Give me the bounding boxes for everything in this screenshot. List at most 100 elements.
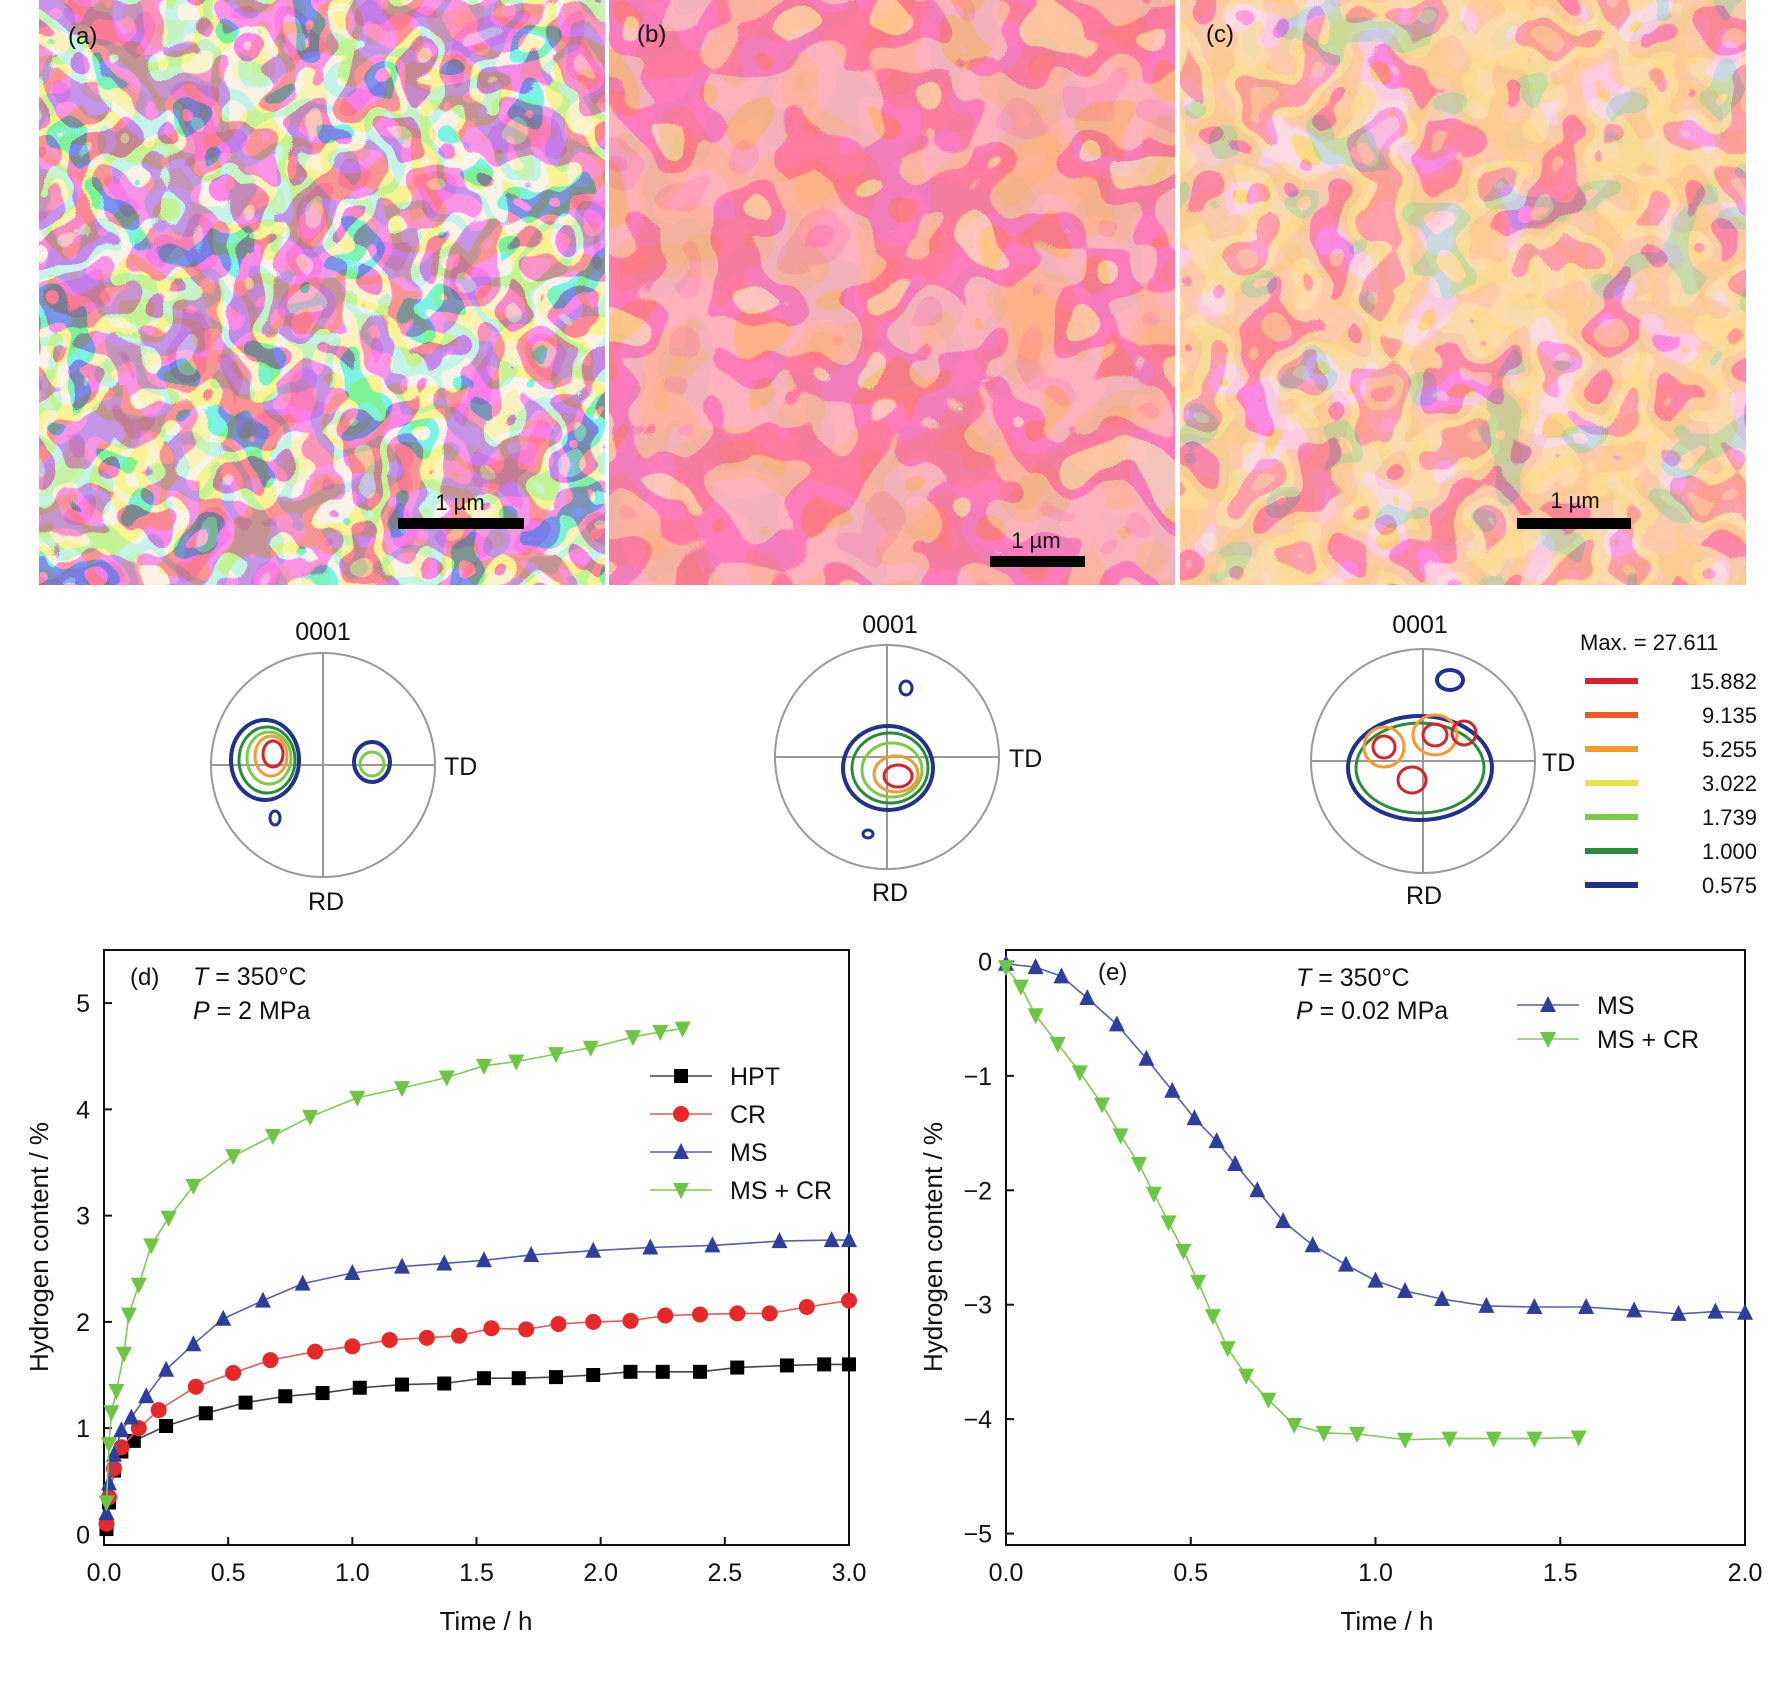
data-point: [113, 1421, 130, 1438]
data-point: [1570, 1430, 1587, 1447]
data-point: [123, 1408, 140, 1425]
data-point: [623, 1364, 638, 1379]
data-point: [98, 1504, 115, 1521]
chart-e-annotation-temperature: T = 350°C: [1296, 964, 1410, 992]
data-point: [842, 1357, 856, 1372]
contour-legend: Max. = 27.611 15.882 9.135 5.255 3.022 1.739…: [1580, 630, 1757, 898]
data-point: [143, 1238, 160, 1255]
data-point: [115, 1346, 132, 1363]
pole-figure-top-label: 0001: [1392, 611, 1448, 639]
contour-legend-value: 1.739: [1702, 805, 1757, 830]
chart-e-panel-tag: (e): [1098, 959, 1127, 986]
data-point: [344, 1338, 361, 1355]
chart-e-series: [998, 954, 1753, 1449]
chart-d-series: [98, 1021, 857, 1537]
data-point: [508, 1054, 525, 1071]
data-point: [254, 1291, 271, 1308]
y-tick-label: −5: [963, 1521, 992, 1549]
data-point: [550, 1316, 567, 1332]
y-tick-label: −3: [963, 1292, 992, 1320]
data-point: [381, 1331, 398, 1348]
data-point: [642, 1238, 659, 1255]
data-point: [100, 1474, 117, 1491]
x-tick-label: 0.0: [87, 1559, 122, 1587]
data-point: [1175, 1243, 1192, 1260]
data-point: [451, 1327, 468, 1344]
ebsd-panel-c: (c) 1 µm: [1180, 0, 1746, 585]
data-point: [1485, 1431, 1502, 1448]
data-point: [349, 1090, 366, 1107]
chart-d-panel-tag: (d): [130, 964, 159, 991]
data-point: [586, 1368, 601, 1382]
data-point: [1526, 1298, 1543, 1314]
pole-figure-a: 0001 TD RD: [210, 618, 477, 916]
data-point: [1049, 1036, 1066, 1053]
y-tick-label: 1: [76, 1415, 90, 1443]
data-point: [1204, 1309, 1221, 1326]
ebsd-panel-b: (b) 1 µm: [609, 0, 1175, 585]
data-point: [187, 1378, 204, 1395]
scalebar-b: [990, 556, 1085, 567]
x-tick-label: 0.5: [1173, 1559, 1208, 1587]
data-point: [394, 1257, 410, 1274]
data-point: [1108, 1015, 1125, 1032]
data-point: [262, 1352, 279, 1369]
pole-figure-contours: [841, 679, 935, 840]
data-point: [1208, 1132, 1225, 1149]
contour-legend-value: 3.022: [1702, 771, 1757, 796]
data-point: [344, 1264, 361, 1280]
pole-figure-right-label: TD: [1009, 745, 1042, 773]
legend-label: CR: [730, 1101, 766, 1129]
y-tick-label: −2: [963, 1177, 992, 1205]
chart-d-plot-area: [103, 949, 850, 1546]
data-point: [150, 1402, 167, 1419]
scalebar-label-a: 1 µm: [435, 490, 484, 515]
data-point: [1349, 1427, 1366, 1444]
x-tick-label: 0.0: [989, 1559, 1024, 1587]
data-point: [730, 1360, 745, 1375]
data-point: [215, 1309, 232, 1326]
legend-label: MS + CR: [730, 1177, 832, 1205]
y-tick-label: 0: [76, 1521, 90, 1549]
data-point: [841, 1231, 857, 1248]
data-point: [307, 1343, 324, 1360]
chart-d-annotation-p-symbol: P: [193, 997, 210, 1025]
chart-e-y-axis-label: Hydrogen content / %: [918, 1122, 948, 1372]
data-point: [1027, 958, 1044, 975]
data-point: [1145, 1186, 1162, 1203]
y-tick-label: −1: [963, 1063, 992, 1091]
data-point: [1397, 1432, 1414, 1449]
data-point: [105, 1445, 122, 1462]
data-point: [1112, 1128, 1129, 1145]
data-point: [1249, 1181, 1266, 1198]
data-point: [437, 1376, 452, 1391]
data-point: [841, 1292, 857, 1309]
data-point: [1053, 967, 1070, 984]
x-tick-label: 1.0: [1358, 1559, 1393, 1587]
contour-legend-value: 0.575: [1702, 873, 1757, 898]
x-tick-label: 1.5: [459, 1559, 494, 1587]
data-point: [1260, 1392, 1277, 1409]
series-line: [1005, 962, 1746, 1315]
chart-d-annotation-pressure: P = 2 MPa: [193, 997, 311, 1025]
series-line: [1005, 966, 1579, 1441]
pole-figure-contours: [1346, 668, 1494, 822]
data-point: [704, 1236, 721, 1253]
data-point: [798, 1299, 815, 1315]
data-point: [1315, 1425, 1332, 1442]
data-point: [1079, 989, 1096, 1006]
data-point: [1670, 1304, 1687, 1321]
data-point: [729, 1305, 746, 1322]
data-point: [1164, 1081, 1181, 1098]
data-point: [108, 1383, 125, 1400]
data-point: [585, 1313, 602, 1330]
data-point: [105, 1460, 122, 1477]
legend-marker: [1540, 996, 1556, 1012]
scalebar-c: [1517, 518, 1631, 529]
data-point: [1367, 1271, 1384, 1288]
pole-figure-b: 0001 TD RD: [774, 611, 1042, 907]
y-tick-label: 4: [76, 1096, 90, 1124]
ebsd-map-c: [1180, 0, 1746, 585]
data-point: [1304, 1236, 1321, 1253]
data-point: [1071, 1065, 1088, 1082]
